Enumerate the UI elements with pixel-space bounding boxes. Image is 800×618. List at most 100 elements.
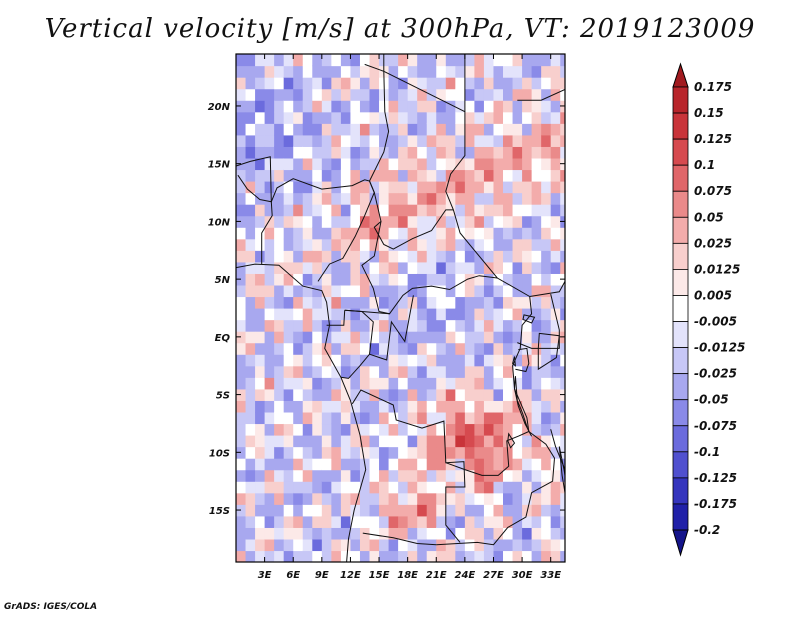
field-cell [302, 250, 313, 263]
field-cell [293, 481, 304, 494]
field-cell [312, 527, 323, 540]
field-cell [340, 411, 352, 425]
field-cell [255, 515, 266, 528]
field-cell [245, 204, 256, 217]
field-cell [350, 65, 361, 78]
field-cell [464, 77, 476, 90]
field-cell [312, 492, 323, 505]
field-cell [379, 492, 390, 505]
field-cell [302, 469, 313, 482]
field-cell [493, 157, 504, 171]
field-cell [407, 446, 418, 459]
field-cell [522, 100, 533, 113]
field-cell [493, 284, 504, 298]
field-cell [560, 377, 565, 390]
field-cell [474, 423, 485, 436]
field-cell [455, 192, 466, 205]
field-cell [493, 134, 504, 147]
field-cell [274, 377, 285, 390]
field-cell [474, 492, 485, 505]
field-cell [264, 458, 275, 471]
field-cell [531, 492, 542, 505]
field-cell [236, 538, 247, 552]
field-cell [340, 504, 352, 517]
field-cell [283, 134, 294, 147]
field-cell [245, 88, 256, 101]
field-cell [541, 331, 552, 344]
field-cell [398, 354, 409, 367]
field-cell [445, 492, 456, 505]
field-cell [407, 481, 418, 494]
field-cell [245, 192, 256, 205]
field-cell [255, 215, 266, 228]
field-cell [436, 515, 447, 528]
field-cell [560, 342, 565, 355]
field-cell [541, 111, 552, 124]
field-cell [359, 550, 371, 562]
field-cell [340, 296, 352, 309]
field-cell [493, 296, 504, 309]
field-cell [417, 88, 428, 101]
field-cell [283, 54, 294, 67]
field-cell [283, 331, 294, 344]
field-cell [331, 134, 342, 147]
lake-outline [537, 332, 560, 371]
field-cell [522, 54, 533, 67]
field-cell [560, 319, 565, 332]
field-cell [350, 77, 361, 90]
field-cell [388, 261, 399, 274]
colorbar-label: 0.0125 [694, 262, 740, 276]
border-line [515, 347, 530, 373]
field-cell [522, 446, 533, 459]
colorbar-label: 0.025 [694, 236, 732, 250]
field-cell [512, 54, 523, 67]
field-cell [283, 215, 294, 228]
field-cell [369, 227, 380, 240]
y-tick-label: 15S [209, 506, 230, 517]
field-cell [321, 423, 332, 436]
field-cell [398, 134, 409, 147]
border-line [362, 532, 437, 546]
field-cell [445, 65, 456, 78]
field-cell [474, 111, 485, 124]
field-cell [503, 77, 514, 90]
field-cell [236, 411, 247, 425]
field-cell [388, 192, 399, 205]
field-cell [369, 446, 380, 459]
field-cell [255, 331, 266, 344]
field-cell [464, 469, 476, 482]
field-cell [522, 365, 533, 378]
field-cell [474, 157, 485, 171]
field-cell [274, 515, 285, 528]
field-cell [236, 169, 247, 182]
field-cell [398, 446, 409, 459]
field-cell [474, 308, 485, 321]
field-cell [274, 111, 285, 124]
field-cell [331, 65, 342, 78]
field-cell [369, 492, 380, 505]
field-cell [350, 550, 361, 562]
field-cell [445, 88, 456, 101]
field-cell [464, 100, 476, 113]
field-cell [560, 481, 565, 494]
field-cell [255, 250, 266, 263]
field-cell [436, 354, 447, 367]
field-cell [436, 481, 447, 494]
field-cell [274, 423, 285, 436]
field-cell [321, 227, 332, 240]
field-cell [445, 134, 456, 147]
colorbar-swatch [672, 295, 689, 322]
field-cell [359, 123, 371, 136]
field-cell [493, 215, 504, 228]
field-cell [302, 181, 313, 194]
field-cell [398, 504, 409, 517]
field-cell [503, 134, 514, 147]
field-cell [417, 227, 428, 240]
field-cell [379, 157, 390, 171]
field-cell [436, 342, 447, 355]
field-cell [436, 308, 447, 321]
field-cell [436, 492, 447, 505]
field-cell [493, 238, 504, 251]
field-cell [503, 181, 514, 194]
field-cell [321, 377, 332, 390]
